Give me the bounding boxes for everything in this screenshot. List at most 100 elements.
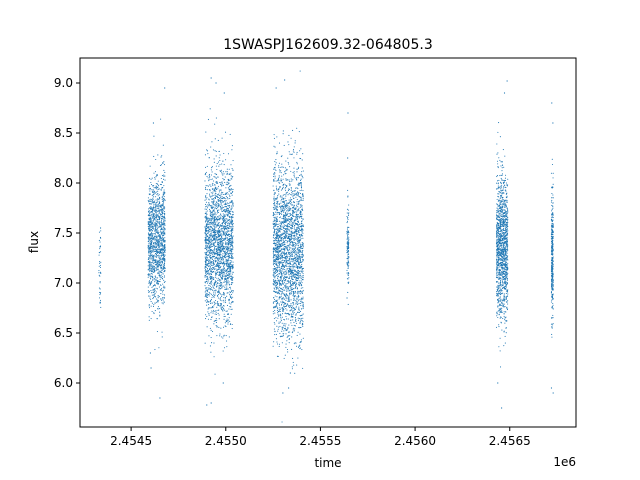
data-point — [291, 218, 293, 220]
data-point — [204, 232, 206, 234]
data-point — [221, 228, 223, 230]
data-point — [301, 269, 303, 271]
data-point — [232, 257, 234, 259]
data-point — [272, 252, 274, 254]
data-point — [221, 196, 223, 198]
data-point — [218, 191, 220, 193]
data-point — [206, 205, 208, 207]
data-point — [205, 236, 207, 238]
data-point — [150, 237, 153, 239]
data-point — [150, 273, 152, 275]
data-point — [215, 253, 217, 255]
data-point — [292, 207, 294, 209]
data-point — [208, 226, 210, 228]
data-point — [219, 164, 221, 166]
data-point — [207, 259, 209, 261]
data-point — [302, 303, 304, 305]
data-point — [211, 253, 213, 255]
data-point — [222, 177, 224, 180]
data-point — [215, 242, 217, 244]
data-point — [230, 288, 232, 290]
data-point — [287, 351, 289, 353]
data-point — [207, 153, 209, 155]
data-point — [227, 292, 229, 294]
data-point — [212, 268, 214, 271]
data-point — [161, 217, 163, 219]
data-point — [206, 264, 208, 266]
data-point — [223, 214, 225, 216]
data-point — [164, 246, 166, 248]
data-point — [210, 238, 212, 241]
data-point — [216, 335, 218, 337]
data-point — [281, 280, 283, 282]
data-point — [158, 263, 160, 265]
data-point — [302, 308, 304, 310]
data-point — [206, 197, 208, 199]
data-point — [231, 194, 233, 196]
data-point — [225, 231, 227, 233]
data-point — [217, 197, 219, 199]
data-point — [288, 179, 290, 181]
data-point — [208, 251, 210, 253]
data-point — [207, 239, 209, 242]
data-point — [226, 304, 229, 307]
data-point — [231, 240, 233, 242]
data-point — [152, 238, 154, 240]
data-point — [221, 163, 223, 165]
data-point — [281, 228, 283, 230]
data-point — [226, 206, 228, 208]
data-point — [282, 293, 284, 295]
data-point — [147, 258, 149, 260]
data-point — [161, 232, 163, 234]
data-point — [230, 275, 232, 277]
data-point — [163, 229, 165, 231]
data-point — [150, 257, 152, 259]
data-point — [216, 230, 218, 232]
data-point — [99, 263, 101, 265]
data-point — [221, 278, 223, 280]
data-point — [222, 285, 224, 287]
data-point — [209, 240, 211, 242]
data-point — [154, 241, 157, 244]
data-point — [155, 243, 157, 246]
data-point — [160, 242, 162, 244]
data-point — [232, 159, 234, 162]
data-point — [209, 256, 211, 258]
data-point — [215, 218, 217, 220]
data-point — [211, 222, 213, 224]
data-point — [287, 326, 289, 329]
data-point — [284, 188, 286, 190]
data-point — [161, 289, 163, 292]
data-point — [161, 278, 164, 280]
data-point — [293, 299, 295, 301]
data-point — [300, 270, 303, 272]
data-point — [206, 219, 208, 221]
data-point — [231, 289, 233, 291]
data-point — [294, 328, 296, 330]
data-point — [155, 287, 157, 289]
data-point — [206, 238, 208, 240]
data-point — [154, 228, 156, 230]
data-point — [205, 247, 207, 249]
data-point — [297, 177, 299, 179]
data-point — [211, 274, 213, 276]
data-point — [301, 271, 303, 274]
data-point — [152, 208, 154, 210]
data-point — [232, 272, 234, 274]
data-point — [300, 183, 302, 185]
data-point — [156, 239, 158, 241]
data-point — [150, 221, 152, 224]
data-point — [99, 302, 101, 304]
data-point — [281, 182, 283, 184]
data-point — [223, 335, 225, 337]
data-point — [152, 198, 154, 200]
data-point — [225, 241, 227, 243]
data-point — [281, 342, 283, 344]
data-point — [158, 203, 160, 205]
data-point — [155, 188, 157, 190]
data-point — [210, 232, 212, 235]
data-point — [286, 191, 288, 193]
data-point — [273, 287, 275, 289]
data-point — [228, 259, 230, 261]
data-point — [230, 216, 233, 218]
